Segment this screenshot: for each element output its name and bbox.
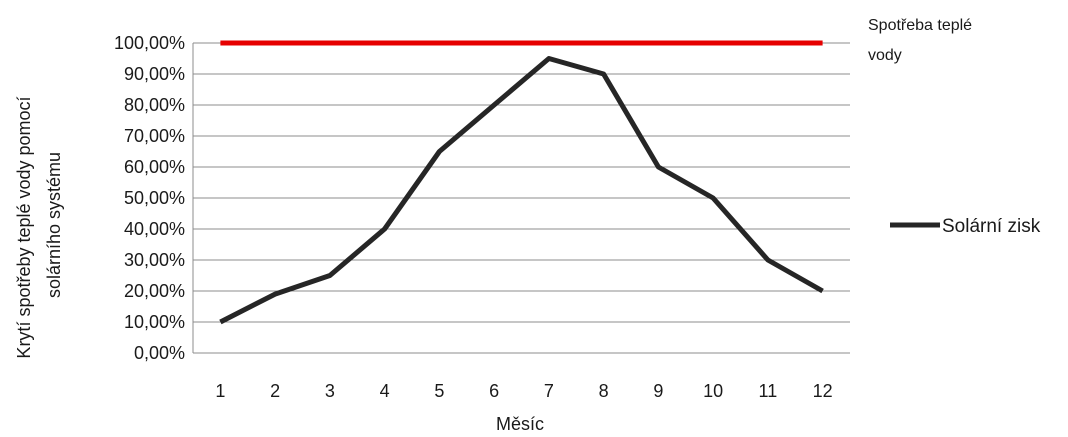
- y-tick-label: 60,00%: [124, 157, 185, 177]
- y-tick-label: 40,00%: [124, 219, 185, 239]
- x-tick-label: 5: [434, 381, 444, 401]
- legend: Spotřeba teplé vody Solární zisk: [868, 17, 1041, 237]
- x-tick-label: 12: [813, 381, 833, 401]
- legend-label-series-1: Spotřeba teplé vody: [868, 17, 972, 64]
- x-tick-label: 10: [703, 381, 723, 401]
- y-tick-label: 50,00%: [124, 188, 185, 208]
- x-tick-label: 3: [325, 381, 335, 401]
- y-tick-label: 90,00%: [124, 64, 185, 84]
- y-tick-label: 100,00%: [114, 33, 185, 53]
- x-axis-title: Měsíc: [496, 414, 544, 434]
- y-tick-label: 10,00%: [124, 312, 185, 332]
- x-tick-label: 6: [489, 381, 499, 401]
- series: [219, 40, 824, 325]
- x-tick-label: 8: [599, 381, 609, 401]
- x-tick-label: 2: [270, 381, 280, 401]
- x-tick-label: 1: [215, 381, 225, 401]
- y-axis-title-line-2: solárního systému: [44, 152, 64, 298]
- x-tick-label: 11: [759, 381, 778, 401]
- x-tick-label: 9: [653, 381, 663, 401]
- y-tick-label: 0,00%: [134, 343, 185, 363]
- y-tick-label: 20,00%: [124, 281, 185, 301]
- y-axis-title-line-1: Krytí spotřeby teplé vody pomocí: [14, 96, 34, 358]
- x-tick-label: 7: [544, 381, 554, 401]
- y-tick-label: 70,00%: [124, 126, 185, 146]
- x-tick-label: 4: [380, 381, 390, 401]
- tick-labels: 0,00% 10,00% 20,00% 30,00% 40,00% 50,00% 60,00…: [114, 33, 833, 401]
- y-axis-title: Krytí spotřeby teplé vody pomocí solární…: [14, 91, 64, 358]
- legend-label-series-2: Solární zisk: [942, 216, 1041, 237]
- axes: [192, 43, 850, 354]
- series-line-2: [219, 56, 824, 325]
- y-tick-label: 30,00%: [124, 250, 185, 270]
- y-tick-label: 80,00%: [124, 95, 185, 115]
